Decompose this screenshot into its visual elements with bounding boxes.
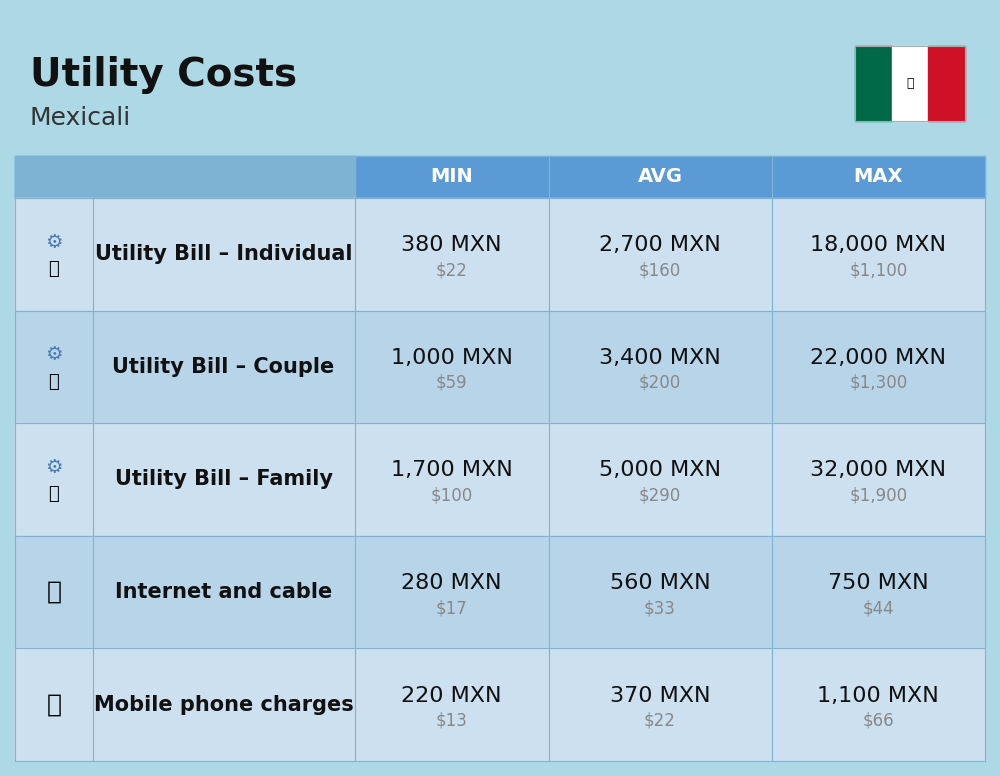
Bar bbox=[15, 649, 93, 761]
Text: 18,000 MXN: 18,000 MXN bbox=[810, 235, 946, 255]
Text: 750 MXN: 750 MXN bbox=[828, 573, 929, 593]
Text: 📱: 📱 bbox=[46, 693, 61, 717]
Text: $22: $22 bbox=[644, 712, 676, 729]
Bar bbox=[15, 310, 93, 423]
Bar bbox=[15, 649, 985, 761]
Text: AVG: AVG bbox=[638, 168, 683, 186]
Text: Utility Bill – Family: Utility Bill – Family bbox=[115, 469, 333, 490]
Text: 3,400 MXN: 3,400 MXN bbox=[599, 348, 721, 368]
Text: 👤: 👤 bbox=[48, 486, 59, 504]
Text: 280 MXN: 280 MXN bbox=[401, 573, 502, 593]
Text: Mexicali: Mexicali bbox=[30, 106, 131, 130]
Bar bbox=[15, 535, 985, 649]
Bar bbox=[855, 46, 892, 121]
Text: $1,900: $1,900 bbox=[849, 487, 907, 504]
Text: 📶: 📶 bbox=[46, 580, 61, 604]
Text: ⚙: ⚙ bbox=[45, 233, 63, 251]
Text: $17: $17 bbox=[436, 599, 467, 617]
Text: 🦅: 🦅 bbox=[906, 77, 914, 90]
Text: 370 MXN: 370 MXN bbox=[610, 686, 710, 705]
Bar bbox=[15, 156, 354, 198]
Text: $13: $13 bbox=[436, 712, 467, 729]
Text: 👤: 👤 bbox=[48, 260, 59, 279]
Text: 5,000 MXN: 5,000 MXN bbox=[599, 460, 721, 480]
Text: 2,700 MXN: 2,700 MXN bbox=[599, 235, 721, 255]
Text: 👤: 👤 bbox=[48, 373, 59, 391]
Bar bbox=[15, 423, 985, 535]
Bar bbox=[15, 198, 93, 310]
Text: 22,000 MXN: 22,000 MXN bbox=[810, 348, 946, 368]
Bar bbox=[15, 535, 93, 649]
Text: $1,100: $1,100 bbox=[849, 262, 907, 279]
Bar bbox=[892, 46, 928, 121]
Bar bbox=[928, 46, 965, 121]
Text: Utility Bill – Individual: Utility Bill – Individual bbox=[95, 244, 352, 265]
Text: 32,000 MXN: 32,000 MXN bbox=[810, 460, 946, 480]
Text: $59: $59 bbox=[436, 374, 467, 392]
Text: Utility Bill – Couple: Utility Bill – Couple bbox=[112, 357, 335, 377]
Text: 1,100 MXN: 1,100 MXN bbox=[817, 686, 939, 705]
Text: $1,300: $1,300 bbox=[849, 374, 907, 392]
Text: $33: $33 bbox=[644, 599, 676, 617]
Text: 560 MXN: 560 MXN bbox=[610, 573, 710, 593]
Text: $160: $160 bbox=[639, 262, 681, 279]
Text: Internet and cable: Internet and cable bbox=[115, 582, 332, 602]
Bar bbox=[855, 46, 965, 121]
Text: Utility Costs: Utility Costs bbox=[30, 56, 297, 94]
Text: MAX: MAX bbox=[854, 168, 903, 186]
Text: ⚙: ⚙ bbox=[45, 458, 63, 477]
Text: 380 MXN: 380 MXN bbox=[401, 235, 502, 255]
Text: ⚙: ⚙ bbox=[45, 345, 63, 365]
Bar bbox=[15, 310, 985, 423]
Text: 220 MXN: 220 MXN bbox=[401, 686, 502, 705]
Text: 1,000 MXN: 1,000 MXN bbox=[391, 348, 512, 368]
Text: Mobile phone charges: Mobile phone charges bbox=[94, 695, 353, 715]
Text: $100: $100 bbox=[430, 487, 473, 504]
Text: $44: $44 bbox=[862, 599, 894, 617]
Text: $290: $290 bbox=[639, 487, 681, 504]
Bar bbox=[15, 423, 93, 535]
Text: $22: $22 bbox=[436, 262, 467, 279]
Text: $66: $66 bbox=[862, 712, 894, 729]
Text: 1,700 MXN: 1,700 MXN bbox=[391, 460, 512, 480]
Bar bbox=[15, 198, 985, 310]
Text: MIN: MIN bbox=[430, 168, 473, 186]
Text: $200: $200 bbox=[639, 374, 681, 392]
Bar bbox=[15, 156, 985, 198]
